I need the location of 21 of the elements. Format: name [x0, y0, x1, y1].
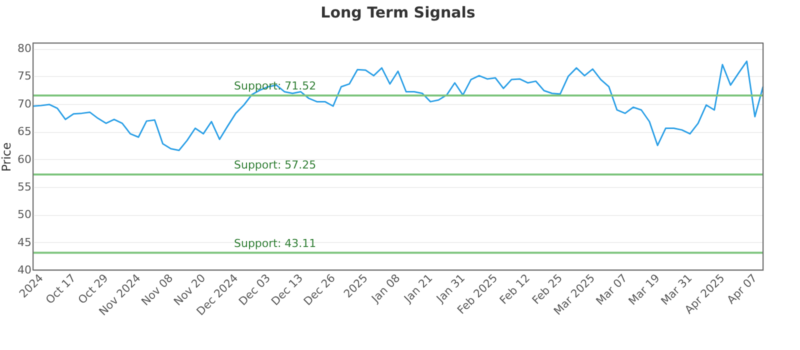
y-tick-label: 75: [18, 70, 32, 83]
line-series: [32, 60, 764, 152]
x-tick-label: Feb 12: [497, 272, 533, 307]
y-tick-label: 60: [18, 152, 32, 166]
y-tick-label: 70: [18, 97, 32, 110]
y-tick-label: 80: [18, 42, 32, 56]
ref-line-label: Support: 43.11: [234, 236, 316, 250]
x-tick-label: Apr 07: [724, 272, 760, 307]
x-tick-label: Dec 26: [301, 272, 338, 308]
y-tick-label: 65: [18, 125, 32, 138]
chart-title: Long Term Signals: [320, 4, 476, 22]
x-tick-label: Oct 17: [43, 272, 78, 307]
y-tick-label: 45: [18, 236, 32, 249]
ref-line-label: Support: 71.52: [234, 79, 316, 92]
x-tick-label: Jan 08: [368, 272, 403, 306]
x-tick-label: Jan 21: [400, 272, 436, 306]
y-tick-label: 40: [18, 264, 32, 276]
y-axis-title: Price: [0, 142, 14, 172]
y-tick-label: 50: [18, 208, 32, 222]
ref-line-label: Support: 57.25: [234, 158, 316, 172]
y-tick-label: 55: [18, 180, 32, 194]
